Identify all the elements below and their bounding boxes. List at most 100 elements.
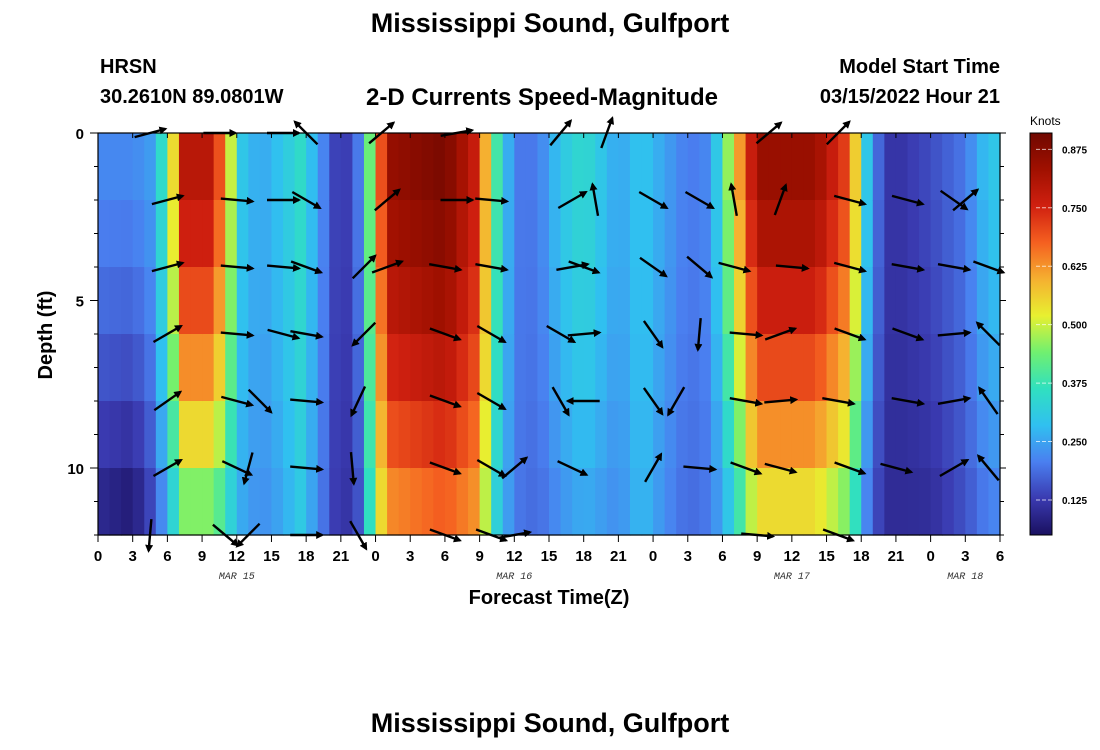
heatmap-cell: [606, 200, 619, 268]
heatmap-cell: [942, 200, 955, 268]
x-tick-label: 21: [610, 548, 627, 565]
heatmap-cell: [294, 133, 307, 201]
heatmap-cell: [780, 200, 793, 268]
heatmap-cell: [826, 133, 839, 201]
current-vector: [833, 261, 868, 274]
heatmap-cell: [213, 133, 226, 201]
heatmap-cell: [491, 133, 504, 201]
heatmap-cell: [537, 267, 550, 335]
station-coordinates: 30.2610N 89.0801W: [100, 86, 284, 108]
heatmap-cell: [410, 334, 423, 402]
y-tick-label: 10: [67, 461, 84, 478]
heatmap-cell: [259, 267, 273, 335]
heatmap-cell: [895, 468, 909, 536]
heatmap-cell: [178, 200, 192, 268]
heatmap-cell: [884, 267, 897, 335]
heatmap-cell: [572, 267, 585, 335]
heatmap-cell: [132, 200, 145, 268]
x-tick-label: 6: [996, 548, 1004, 565]
heatmap-cell: [641, 334, 654, 402]
heatmap-cell: [225, 334, 238, 402]
current-vector: [241, 452, 254, 486]
x-tick-label: 18: [575, 548, 592, 565]
heatmap-cell: [271, 200, 284, 268]
x-tick-label: 18: [853, 548, 870, 565]
heatmap-cell: [329, 468, 342, 536]
heatmap-cell: [942, 468, 955, 536]
current-vector: [290, 397, 325, 406]
heatmap-cell: [838, 133, 851, 201]
heatmap-cell: [387, 468, 400, 536]
heatmap-cell: [583, 401, 596, 469]
heatmap-cell: [595, 468, 608, 536]
heatmap-cell: [895, 267, 909, 335]
heatmap-cell: [907, 401, 920, 469]
current-vector: [557, 190, 588, 210]
heatmap-cell: [861, 468, 874, 536]
heatmap-cell: [537, 133, 550, 201]
heatmap-cell: [98, 133, 111, 201]
heatmap-cell: [849, 334, 862, 402]
heatmap-cell: [294, 334, 307, 402]
heatmap-cell: [780, 133, 793, 201]
heatmap-cell: [444, 401, 458, 469]
heatmap-cell: [745, 334, 758, 402]
colorbar-tick-label: 0.375: [1062, 379, 1087, 390]
heatmap-cell: [502, 334, 515, 402]
heatmap-cell: [976, 401, 990, 469]
heatmap-cell: [514, 200, 527, 268]
heatmap-cell: [329, 200, 342, 268]
heatmap-cell: [849, 468, 862, 536]
heatmap-cell: [618, 200, 631, 268]
current-vector: [557, 460, 589, 476]
heatmap-cell: [421, 401, 434, 469]
heatmap-cell: [340, 267, 354, 335]
heatmap-cell: [560, 334, 573, 402]
heatmap-cell: [525, 267, 539, 335]
heatmap-cell: [155, 334, 168, 402]
heatmap-cell: [317, 133, 330, 201]
current-vector: [937, 329, 972, 338]
current-vector: [546, 324, 577, 344]
heatmap-cell: [699, 468, 712, 536]
heatmap-cell: [549, 334, 562, 402]
heatmap-cell: [491, 401, 504, 469]
heatmap-cell: [259, 468, 273, 536]
heatmap-cell: [144, 334, 157, 402]
heatmap-cell: [468, 401, 481, 469]
heatmap-cell: [248, 133, 261, 201]
heatmap-cell: [745, 200, 758, 268]
heatmap-cell: [98, 401, 111, 469]
heatmap-cell: [283, 334, 296, 402]
heatmap-cell: [259, 401, 273, 469]
heatmap-cell: [710, 468, 724, 536]
heatmap-cell: [283, 133, 296, 201]
heatmap-cell: [283, 401, 296, 469]
current-vector: [764, 462, 798, 475]
heatmap-cell: [930, 133, 943, 201]
heatmap-cell: [306, 267, 319, 335]
heatmap-cell: [826, 267, 839, 335]
heatmap-cell: [560, 401, 573, 469]
heatmap-cell: [421, 334, 434, 402]
heatmap-cell: [791, 468, 805, 536]
heatmap-cell: [595, 200, 608, 268]
heatmap-cell: [814, 401, 828, 469]
heatmap-cell: [572, 334, 585, 402]
heatmap-cell: [803, 468, 816, 536]
x-tick-label: 3: [961, 548, 969, 565]
heatmap-cell: [421, 133, 434, 201]
current-vector: [952, 188, 980, 212]
current-vector: [730, 461, 763, 476]
heatmap-cell: [340, 334, 354, 402]
colorbar-tick-label: 0.750: [1062, 204, 1087, 215]
heatmap-cell: [317, 401, 330, 469]
heatmap-cell: [144, 133, 157, 201]
heatmap-cell: [259, 133, 273, 201]
heatmap-cell: [757, 334, 770, 402]
heatmap-cell: [375, 267, 388, 335]
heatmap-cell: [838, 468, 851, 536]
current-vector: [290, 330, 324, 340]
current-vector: [775, 263, 810, 272]
heatmap-cell: [687, 133, 700, 201]
